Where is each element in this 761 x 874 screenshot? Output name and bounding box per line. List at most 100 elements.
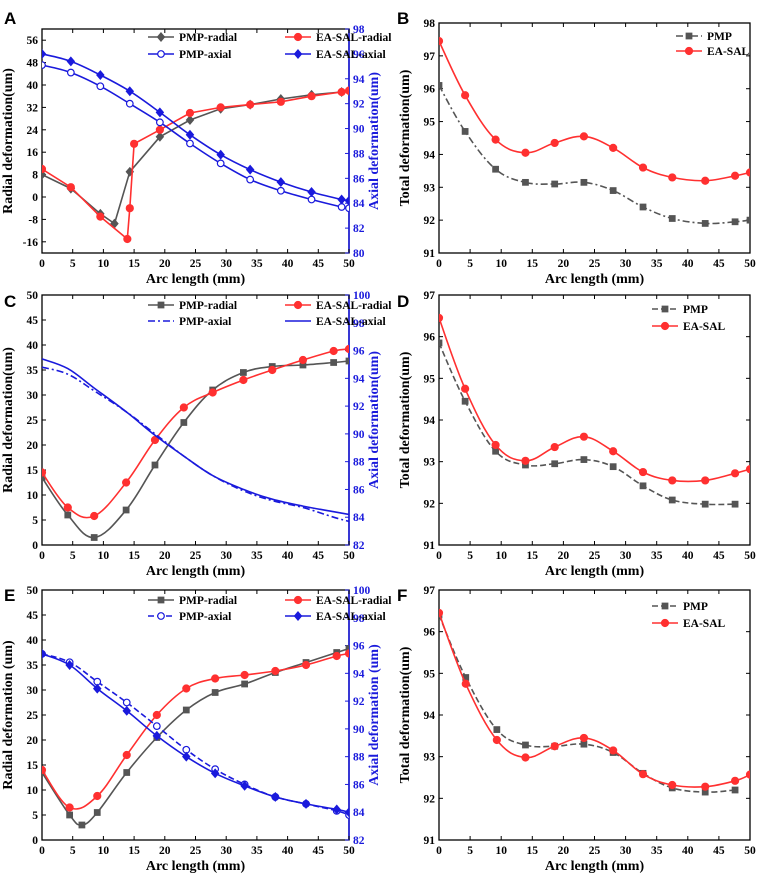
data-point: [240, 670, 249, 680]
data-point: [730, 171, 740, 180]
data-point: [609, 463, 617, 471]
data-point: [211, 689, 219, 696]
x-tick-label: 50: [343, 550, 355, 562]
legend-swatch-marker: [684, 46, 694, 56]
series-ea-sal: [439, 36, 750, 185]
y-tick-label: 0: [32, 835, 38, 847]
series-ea-sal: [439, 313, 750, 485]
data-point: [332, 804, 341, 815]
series-line: [42, 366, 349, 523]
series-pmp-axial: [42, 649, 349, 819]
data-point: [344, 344, 349, 354]
data-point: [268, 365, 277, 375]
data-point: [668, 496, 676, 504]
y-tick-label: 96: [424, 332, 436, 344]
data-point: [550, 138, 559, 148]
y-axis-title: Radial deformation (um): [1, 640, 16, 790]
series-pmp: [439, 82, 750, 227]
data-point: [90, 534, 98, 541]
x-tick-label: 30: [620, 258, 632, 270]
x-tick-label: 20: [159, 258, 171, 270]
series-line: [42, 647, 349, 826]
series-line: [42, 53, 349, 202]
legend-swatch-marker: [660, 618, 670, 628]
y-tick-label: 93: [424, 182, 436, 194]
data-point: [96, 212, 105, 221]
y2-tick-label: 98: [353, 613, 365, 625]
series-pmp-radial: [42, 86, 349, 229]
series-line: [42, 653, 349, 816]
data-point: [96, 82, 105, 91]
data-point: [301, 660, 311, 670]
x-tick-label: 35: [651, 550, 663, 562]
y-tick-label: 15: [27, 465, 39, 477]
x-tick-label: 30: [620, 550, 632, 562]
y-tick-label: 8: [32, 170, 38, 182]
x-tick-label: 40: [682, 550, 694, 562]
data-point: [307, 92, 316, 101]
x-tick-label: 15: [527, 550, 539, 562]
y-tick-label: 10: [27, 490, 39, 502]
y2-tick-label: 82: [353, 540, 365, 552]
legend-swatch-marker: [157, 301, 165, 309]
data-point: [668, 780, 677, 790]
series-ea-sal: [439, 608, 750, 791]
data-point: [639, 203, 647, 211]
y2-tick-label: 90: [353, 429, 365, 441]
y-tick-label: 35: [27, 660, 39, 672]
legend: PMP EA-SAL: [652, 601, 726, 630]
data-point: [745, 770, 750, 779]
data-point: [461, 397, 469, 405]
data-point: [123, 769, 131, 776]
series-pmp: [439, 611, 739, 796]
data-point: [701, 500, 709, 508]
x-tick-label: 5: [467, 845, 473, 857]
y-tick-label: 91: [424, 540, 436, 552]
x-tick-label: 5: [467, 550, 473, 562]
legend-label: PMP-radial: [179, 32, 237, 44]
data-point: [123, 234, 132, 244]
y-tick-label: 98: [424, 18, 436, 30]
data-point: [345, 357, 349, 365]
data-point: [337, 194, 346, 205]
x-tick-label: 50: [744, 550, 756, 562]
data-point: [332, 651, 341, 661]
y2-tick-label: 90: [353, 124, 365, 136]
data-point: [461, 384, 470, 393]
series-line: [439, 614, 736, 793]
data-point: [182, 706, 190, 714]
x-tick-label: 30: [220, 258, 232, 270]
data-point: [439, 339, 443, 347]
data-point: [579, 132, 589, 141]
data-point: [550, 442, 559, 452]
data-point: [208, 388, 217, 397]
y-tick-label: -16: [23, 237, 39, 249]
data-point: [271, 791, 280, 802]
series-ea-sal-axial: [42, 358, 349, 516]
y-tick-label: 25: [27, 710, 39, 722]
y-tick-label: 16: [27, 147, 39, 159]
y-tick-label: 50: [27, 585, 39, 597]
series-line: [42, 652, 349, 810]
y-tick-label: 97: [424, 585, 436, 597]
x-tick-label: 40: [282, 845, 294, 857]
y2-tick-label: 84: [353, 807, 365, 819]
x-tick-label: 20: [558, 258, 570, 270]
y2-tick-label: 86: [353, 484, 365, 496]
data-point: [609, 447, 618, 456]
data-point: [521, 456, 530, 465]
x-tick-label: 15: [527, 258, 539, 270]
panel-f: F 0 5 10 15 20 25 30 35 40 45 50 91 92 93 94 95 96 97 Arc l…: [397, 585, 756, 874]
x-tick-label: 10: [495, 258, 507, 270]
legend-swatch-marker: [157, 50, 165, 58]
x-tick-label: 15: [128, 845, 140, 857]
data-point: [337, 87, 346, 97]
data-point: [182, 751, 191, 762]
x-tick-label: 45: [713, 258, 725, 270]
data-point: [550, 742, 559, 751]
x-tick-label: 25: [589, 258, 601, 270]
y-axis-title: Total deformation(um): [398, 646, 413, 783]
y-tick-label: 94: [424, 415, 436, 427]
panel-d: D 0 5 10 15 20 25 30 35 40 45 50 91 92 93 94 95 96 97 Arc l…: [397, 290, 756, 579]
series-line: [42, 64, 349, 209]
